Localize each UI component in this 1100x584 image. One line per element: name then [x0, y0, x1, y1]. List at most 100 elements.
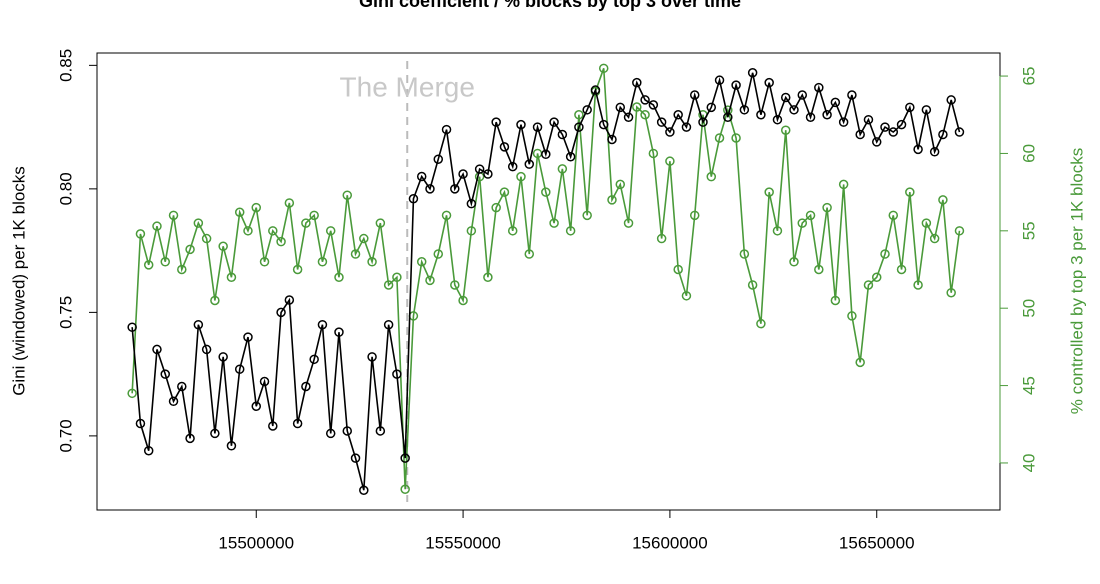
- y2-tick-label: 40: [1019, 453, 1038, 472]
- data-point: [938, 195, 948, 205]
- data-point: [433, 154, 444, 164]
- data-point: [764, 187, 774, 197]
- data-point: [789, 257, 799, 267]
- data-point: [499, 187, 510, 197]
- data-point: [946, 95, 956, 105]
- y-tick-label: 0.85: [56, 49, 75, 82]
- data-point: [367, 257, 377, 267]
- data-point: [863, 280, 874, 290]
- data-point: [251, 401, 262, 411]
- data-point: [640, 95, 650, 105]
- data-point: [375, 218, 386, 228]
- y2-tick-label: 50: [1019, 299, 1038, 318]
- data-point: [896, 119, 907, 130]
- data-point: [334, 272, 344, 282]
- data-point: [284, 295, 295, 305]
- data-point: [731, 80, 741, 90]
- data-point: [541, 187, 551, 197]
- data-point: [747, 68, 758, 78]
- data-point: [896, 264, 907, 275]
- data-point: [797, 90, 808, 100]
- data-point: [689, 210, 700, 221]
- data-point: [632, 77, 642, 88]
- data-point: [317, 319, 328, 330]
- data-point: [450, 184, 460, 194]
- data-point: [855, 129, 865, 140]
- y-axis-label: Gini (windowed) per 1K blocks: [9, 166, 28, 396]
- data-point: [747, 280, 758, 290]
- data-point: [524, 249, 535, 259]
- data-point: [143, 445, 154, 456]
- data-point: [243, 332, 253, 342]
- data-point: [483, 272, 493, 282]
- data-point: [574, 122, 584, 132]
- data-point: [168, 396, 179, 407]
- data-point: [549, 218, 559, 228]
- data-point: [276, 307, 286, 318]
- data-point: [714, 133, 725, 143]
- data-point: [325, 226, 336, 236]
- data-point: [309, 210, 319, 221]
- data-point: [913, 280, 923, 290]
- data-point: [871, 137, 882, 147]
- data-point: [177, 381, 187, 392]
- data-point: [549, 117, 559, 127]
- data-point: [888, 210, 899, 221]
- data-point: [276, 236, 286, 247]
- y-tick-label: 0.70: [56, 419, 75, 452]
- data-point: [516, 119, 526, 130]
- data-point: [822, 110, 832, 120]
- data-point: [673, 110, 683, 120]
- data-point: [342, 426, 353, 436]
- data-point: [143, 260, 154, 270]
- data-point: [739, 105, 750, 115]
- data-point: [458, 295, 468, 306]
- data-point: [474, 164, 485, 174]
- data-point: [814, 264, 824, 275]
- data-point: [772, 114, 783, 125]
- series-line: [131, 72, 961, 491]
- data-point: [905, 187, 915, 197]
- data-point: [177, 264, 187, 275]
- y2-tick-label: 60: [1019, 144, 1038, 163]
- data-point: [739, 249, 750, 259]
- data-point: [201, 233, 212, 244]
- data-point: [648, 148, 659, 159]
- data-point: [408, 193, 419, 204]
- chart-title: Gini coefficient / % blocks by top 3 ove…: [359, 0, 741, 11]
- data-point: [714, 75, 725, 85]
- data-point: [152, 221, 162, 231]
- x-tick-label: 15500000: [218, 533, 294, 552]
- x-tick-label: 15600000: [632, 533, 708, 552]
- data-point: [789, 105, 799, 115]
- data-point: [425, 184, 435, 194]
- data-point: [392, 272, 402, 282]
- data-point: [268, 421, 278, 431]
- data-point: [648, 100, 659, 110]
- data-point: [483, 169, 493, 179]
- data-point: [557, 129, 568, 140]
- data-point: [135, 418, 146, 429]
- data-point: [325, 428, 336, 439]
- data-point: [921, 218, 932, 228]
- data-point: [938, 129, 948, 140]
- data-point: [350, 453, 361, 463]
- data-point: [350, 249, 361, 259]
- data-point: [226, 272, 237, 282]
- data-point: [797, 218, 808, 228]
- data-point: [764, 77, 774, 88]
- data-point: [756, 318, 766, 329]
- data-point: [541, 149, 551, 160]
- data-point: [210, 428, 220, 439]
- data-point: [632, 102, 642, 112]
- data-point: [557, 164, 568, 174]
- y2-tick-label: 55: [1019, 221, 1038, 240]
- data-point: [458, 169, 468, 179]
- y-tick-label: 0.75: [56, 296, 75, 329]
- data-point: [400, 484, 410, 495]
- data-point: [359, 233, 369, 244]
- data-point: [805, 112, 816, 122]
- data-point: [359, 485, 369, 495]
- data-point: [590, 85, 601, 95]
- data-point: [499, 142, 510, 152]
